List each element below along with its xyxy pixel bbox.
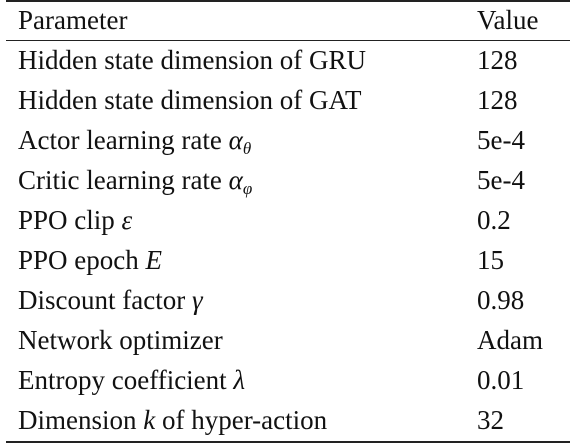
value-cell: 0.01 <box>477 365 525 395</box>
header-row: Parameter Value <box>6 0 570 40</box>
math-symbol: αφ <box>228 165 253 198</box>
value-cell: Adam <box>477 325 543 355</box>
parameter-cell: Entropy coefficient λ <box>18 365 246 395</box>
table-row: PPO clip ε 0.2 <box>6 200 570 240</box>
top-rule <box>6 0 570 2</box>
parameter-cell: Network optimizer <box>18 325 223 355</box>
math-symbol: ε <box>121 205 133 235</box>
parameter-cell: Hidden state dimension of GRU <box>18 45 366 75</box>
table-row: Actor learning rate αθ 5e-4 <box>6 120 570 160</box>
table-row: Hidden state dimension of GRU 128 <box>6 40 570 80</box>
value-cell: 5e-4 <box>477 125 525 155</box>
table-row: Critic learning rate αφ 5e-4 <box>6 160 570 200</box>
parameter-cell: Critic learning rate αφ <box>18 165 253 198</box>
header-rule <box>6 40 570 41</box>
math-symbol: γ <box>191 285 203 315</box>
parameter-cell: PPO epoch E <box>18 245 163 275</box>
table-row: Entropy coefficient λ 0.01 <box>6 360 570 400</box>
value-cell: 128 <box>477 85 518 115</box>
table-row: Dimension k of hyper-action 32 <box>6 400 570 440</box>
table-row: Hidden state dimension of GAT 128 <box>6 80 570 120</box>
value-cell: 15 <box>477 245 504 275</box>
parameter-cell: Actor learning rate αθ <box>18 125 252 158</box>
value-cell: 0.2 <box>477 205 511 235</box>
bottom-rule <box>6 441 570 443</box>
value-cell: 128 <box>477 45 518 75</box>
table-row: Network optimizer Adam <box>6 320 570 360</box>
math-symbol: k <box>143 405 156 435</box>
value-cell: 32 <box>477 405 504 435</box>
math-symbol: αθ <box>228 125 252 158</box>
header-parameter: Parameter <box>18 5 128 35</box>
math-symbol: E <box>145 245 163 275</box>
parameter-cell: PPO clip ε <box>18 205 133 235</box>
table-row: Discount factor γ 0.98 <box>6 280 570 320</box>
table-row: PPO epoch E 15 <box>6 240 570 280</box>
header-value: Value <box>477 5 539 35</box>
value-cell: 0.98 <box>477 285 525 315</box>
value-cell: 5e-4 <box>477 165 525 195</box>
math-symbol: λ <box>233 365 246 395</box>
parameter-cell: Dimension k of hyper-action <box>18 405 328 435</box>
parameter-cell: Hidden state dimension of GAT <box>18 85 362 115</box>
parameter-cell: Discount factor γ <box>18 285 203 315</box>
